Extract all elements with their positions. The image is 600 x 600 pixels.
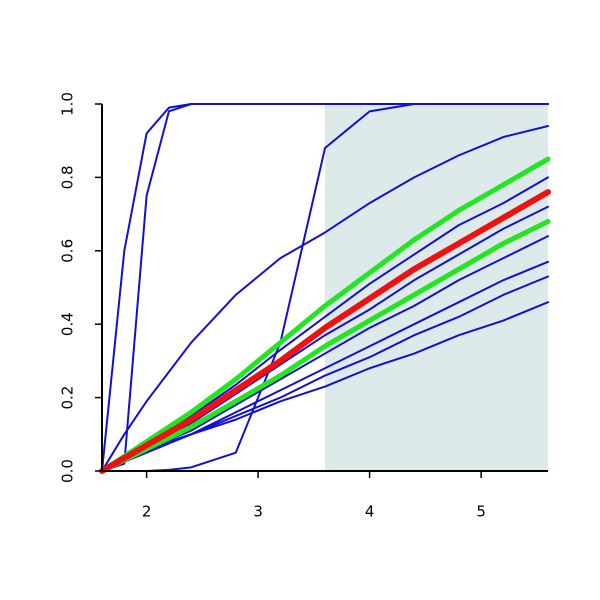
y-tick-label: 0.8 <box>59 165 77 189</box>
x-tick-label: 4 <box>365 503 375 521</box>
x-tick-label: 5 <box>476 503 486 521</box>
y-tick-label: 1.0 <box>59 92 77 116</box>
y-tick-label: 0.2 <box>59 386 77 410</box>
y-tick-label: 0.4 <box>59 312 77 336</box>
curve <box>101 125 549 472</box>
shaded-region <box>325 104 548 471</box>
curve <box>101 260 549 472</box>
curve <box>99 218 551 474</box>
y-tick-label: 0.0 <box>59 459 77 483</box>
x-tick-label: 3 <box>253 503 263 521</box>
curve <box>99 189 551 474</box>
y-tick-label: 0.6 <box>59 239 77 263</box>
curve <box>99 156 551 474</box>
x-tick-label: 2 <box>142 503 152 521</box>
